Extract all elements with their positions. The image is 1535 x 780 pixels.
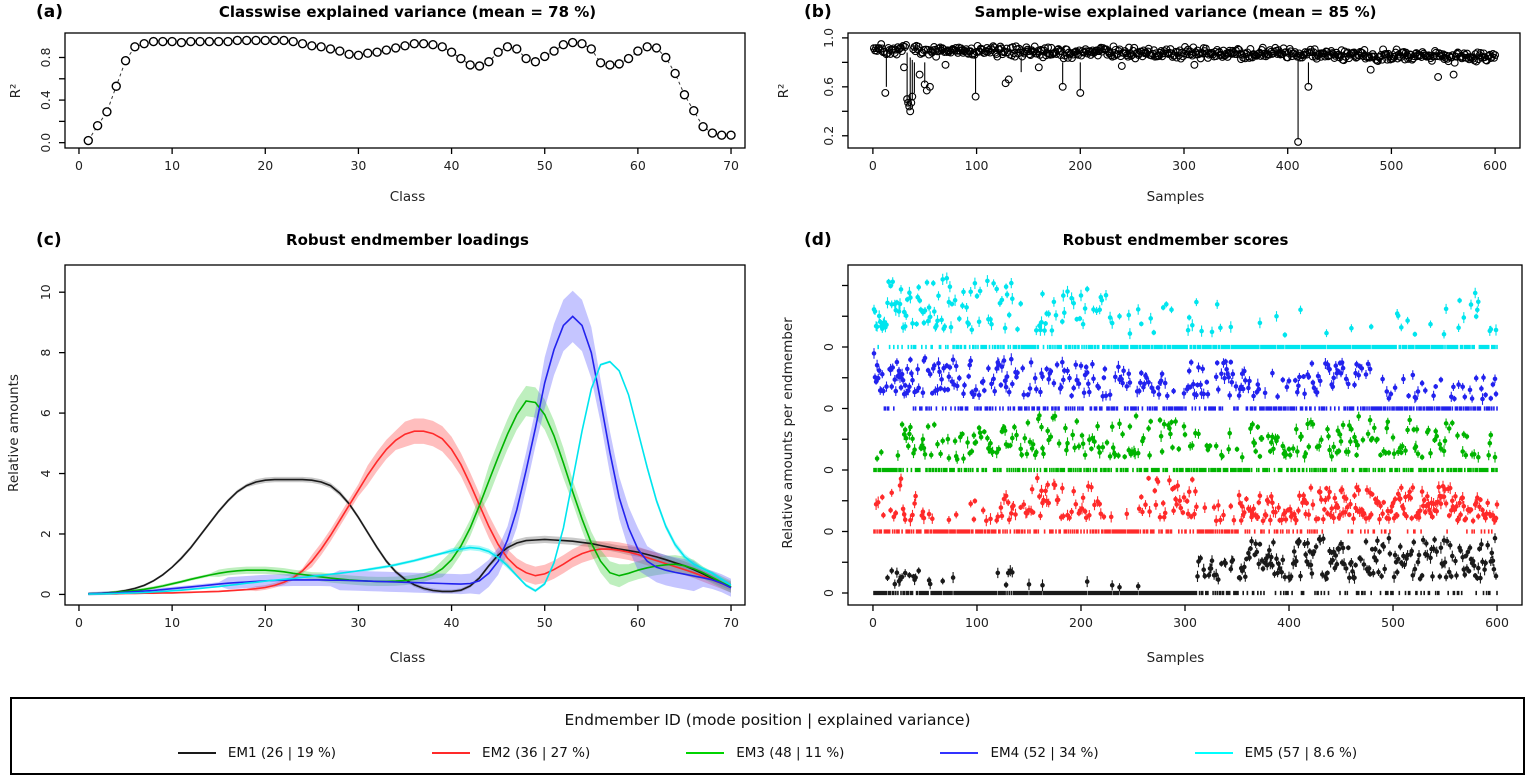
svg-text:0: 0 bbox=[75, 615, 83, 630]
svg-text:50: 50 bbox=[537, 158, 553, 173]
panel-endmember-scores: (d) Robust endmember scores 0 100 200 300 40… bbox=[768, 210, 1535, 685]
svg-text:0: 0 bbox=[75, 158, 83, 173]
svg-text:70: 70 bbox=[723, 615, 739, 630]
svg-text:60: 60 bbox=[630, 158, 646, 173]
svg-text:10: 10 bbox=[38, 284, 53, 300]
panel-c-xlabel: Class bbox=[389, 650, 426, 666]
panel-b-plot: 0 100 200 300 400 500 600 0.2 0.6 1.0 bbox=[821, 28, 1521, 173]
svg-text:20: 20 bbox=[257, 158, 273, 173]
legend-item-em5: EM5 (57 | 8.6 %) bbox=[1194, 745, 1358, 761]
svg-text:400: 400 bbox=[1277, 615, 1301, 630]
panel-classwise-variance: (a) Classwise explained variance (mean =… bbox=[0, 0, 767, 205]
panel-d-letter: (d) bbox=[804, 230, 832, 250]
svg-text:400: 400 bbox=[1276, 158, 1300, 173]
svg-text:30: 30 bbox=[350, 615, 366, 630]
panel-c-plot: 0 10 20 30 40 50 60 70 0 2 4 6 8 10 bbox=[38, 264, 746, 630]
legend-item-em3: EM3 (48 | 11 %) bbox=[686, 745, 844, 761]
panel-a-xlabel: Class bbox=[389, 189, 426, 205]
panel-b-ylabel: R² bbox=[776, 83, 792, 99]
legend-item-em4: EM4 (52 | 34 %) bbox=[940, 745, 1099, 761]
svg-text:0: 0 bbox=[821, 343, 836, 351]
svg-text:40: 40 bbox=[444, 615, 460, 630]
legend-items: EM1 (26 | 19 %) EM2 (36 | 27 %) EM3 (48 | … bbox=[12, 745, 1523, 761]
svg-text:1.0: 1.0 bbox=[821, 28, 836, 48]
legend-item-label: EM4 (52 | 34 %) bbox=[990, 745, 1099, 761]
panel-b-xlabel: Samples bbox=[1146, 189, 1205, 205]
svg-text:100: 100 bbox=[965, 158, 989, 173]
legend-swatch-icon bbox=[432, 752, 471, 754]
legend-swatch-icon bbox=[940, 752, 979, 754]
legend-swatch-icon bbox=[1194, 752, 1233, 754]
svg-text:300: 300 bbox=[1172, 158, 1196, 173]
svg-text:30: 30 bbox=[350, 158, 366, 173]
svg-text:0: 0 bbox=[821, 404, 836, 412]
legend-item-label: EM1 (26 | 19 %) bbox=[227, 745, 337, 761]
legend-item-em2: EM2 (36 | 27 %) bbox=[432, 745, 590, 761]
panel-a-plot: 0 10 20 30 40 50 60 70 0.0 0.4 0.8 bbox=[38, 32, 746, 173]
panel-d-title: Robust endmember scores bbox=[1062, 231, 1289, 249]
panel-c-ylabel: Relative amounts bbox=[6, 374, 22, 492]
svg-text:600: 600 bbox=[1483, 158, 1507, 173]
legend-item-em1: EM1 (26 | 19 %) bbox=[177, 745, 337, 761]
legend-item-label: EM5 (57 | 8.6 %) bbox=[1244, 745, 1358, 761]
svg-text:50: 50 bbox=[537, 615, 553, 630]
panel-b-title: Sample-wise explained variance (mean = 8… bbox=[974, 3, 1377, 21]
svg-text:4: 4 bbox=[38, 470, 53, 478]
svg-text:8: 8 bbox=[38, 349, 53, 357]
svg-text:200: 200 bbox=[1068, 158, 1092, 173]
svg-text:500: 500 bbox=[1381, 615, 1405, 630]
svg-text:600: 600 bbox=[1485, 615, 1509, 630]
panel-b-letter: (b) bbox=[804, 2, 832, 22]
svg-text:0.0: 0.0 bbox=[38, 133, 53, 153]
panel-c-title: Robust endmember loadings bbox=[286, 231, 529, 249]
svg-text:6: 6 bbox=[38, 409, 53, 417]
svg-text:0.2: 0.2 bbox=[821, 126, 836, 146]
panel-a-ylabel: R² bbox=[8, 83, 24, 99]
panel-d-xlabel: Samples bbox=[1146, 650, 1205, 666]
svg-text:0: 0 bbox=[821, 466, 836, 474]
svg-text:0: 0 bbox=[821, 589, 836, 597]
legend-box: Endmember ID (mode position | explained … bbox=[10, 697, 1525, 775]
svg-text:0: 0 bbox=[869, 158, 877, 173]
svg-text:500: 500 bbox=[1379, 158, 1403, 173]
svg-text:40: 40 bbox=[444, 158, 460, 173]
svg-text:10: 10 bbox=[164, 615, 180, 630]
panel-samplewise-variance: (b) Sample-wise explained variance (mean… bbox=[768, 0, 1535, 205]
svg-text:0: 0 bbox=[869, 615, 877, 630]
legend-title: Endmember ID (mode position | explained … bbox=[564, 711, 971, 729]
svg-text:0: 0 bbox=[821, 527, 836, 535]
svg-text:70: 70 bbox=[723, 158, 739, 173]
panel-endmember-loadings: (c) Robust endmember loadings 0 10 20 30 40 5… bbox=[0, 210, 767, 685]
svg-text:0.8: 0.8 bbox=[38, 48, 53, 68]
svg-text:0.6: 0.6 bbox=[821, 77, 836, 97]
panel-a-letter: (a) bbox=[36, 2, 64, 22]
svg-text:2: 2 bbox=[38, 530, 53, 538]
svg-text:10: 10 bbox=[164, 158, 180, 173]
svg-text:300: 300 bbox=[1173, 615, 1197, 630]
panel-d-plot: 0 100 200 300 400 500 600 0 0 0 0 0 bbox=[821, 264, 1523, 630]
panel-c-letter: (c) bbox=[36, 230, 62, 250]
svg-text:200: 200 bbox=[1069, 615, 1093, 630]
svg-text:0.4: 0.4 bbox=[38, 90, 53, 110]
svg-text:100: 100 bbox=[965, 615, 989, 630]
legend-item-label: EM2 (36 | 27 %) bbox=[482, 745, 591, 761]
legend-swatch-icon bbox=[686, 752, 725, 754]
svg-text:20: 20 bbox=[257, 615, 273, 630]
panel-a-title: Classwise explained variance (mean = 78 … bbox=[218, 3, 597, 21]
svg-text:60: 60 bbox=[630, 615, 646, 630]
legend-item-label: EM3 (48 | 11 %) bbox=[736, 745, 845, 761]
panel-d-ylabel: Relative amounts per endmember bbox=[780, 317, 796, 549]
svg-text:0: 0 bbox=[38, 590, 53, 598]
legend-swatch-icon bbox=[177, 752, 216, 754]
